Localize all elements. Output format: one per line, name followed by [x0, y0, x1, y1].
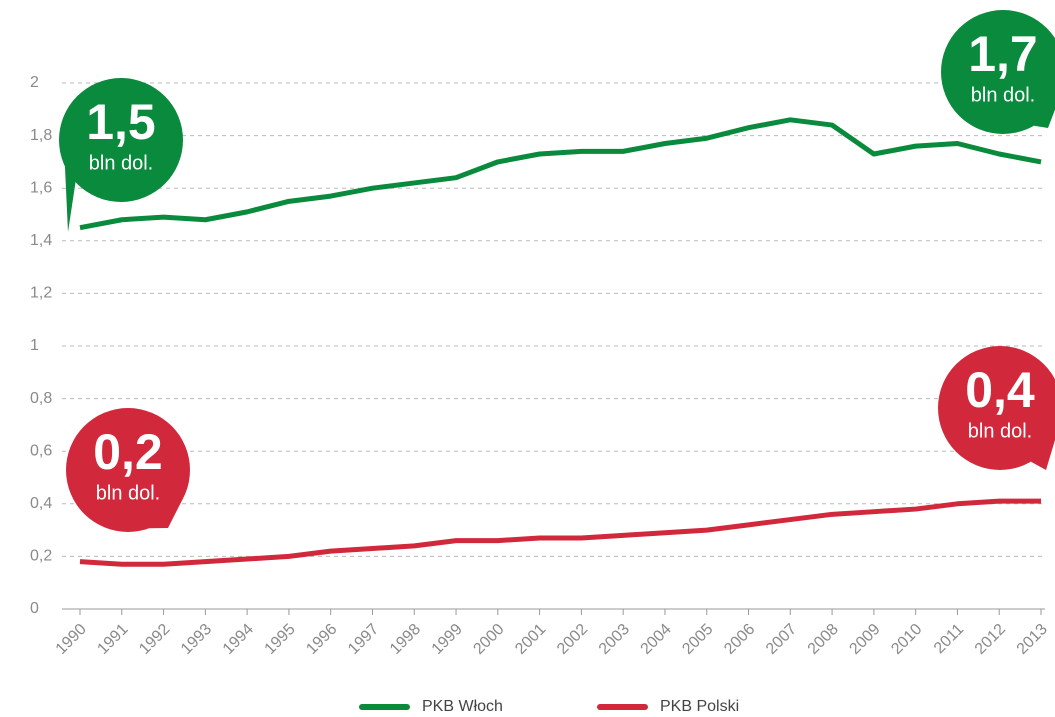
y-tick-label: 0 [30, 600, 39, 617]
x-tick-label: 2006 [721, 621, 758, 658]
bubble [941, 10, 1055, 134]
x-tick-label: 1994 [220, 621, 257, 658]
y-tick-label: 2 [30, 74, 39, 91]
y-tick-label: 1,8 [30, 127, 52, 144]
annotation-note: bln dol. [971, 84, 1036, 106]
annotation-value: 1,7 [968, 26, 1038, 82]
x-tick-label: 2004 [638, 621, 675, 658]
y-tick-label: 1 [30, 337, 39, 354]
annotation-note: bln dol. [968, 420, 1033, 442]
x-tick-label: 1998 [387, 621, 424, 658]
x-tick-label: 1992 [136, 621, 173, 658]
bubble-tail [1034, 100, 1055, 128]
bubble-tail [62, 86, 90, 232]
x-tick-label: 2003 [596, 621, 633, 658]
y-tick-label: 0,4 [30, 495, 52, 512]
y-tick-label: 1,2 [30, 285, 52, 302]
series-line [79, 498, 1041, 567]
y-tick-label: 1,6 [30, 179, 52, 196]
annotation-value: 0,2 [93, 424, 163, 480]
x-tick-label: 2010 [888, 621, 925, 658]
x-tick-label: 1991 [94, 621, 131, 658]
x-tick-label: 1993 [178, 621, 215, 658]
bubble [66, 408, 190, 532]
y-tick-label: 0,2 [30, 548, 52, 565]
x-tick-label: 1996 [303, 621, 340, 658]
x-tick-label: 1997 [345, 621, 382, 658]
x-tick-label: 2008 [805, 621, 842, 658]
y-tick-label: 0,8 [30, 390, 52, 407]
x-tick-label: 1995 [262, 621, 299, 658]
legend-label: PKB Polski [660, 698, 739, 715]
legend-label: PKB Włoch [422, 698, 503, 715]
x-tick-label: 2005 [679, 621, 716, 658]
series-line [79, 117, 1042, 231]
x-tick-label: 1999 [429, 621, 466, 658]
y-tick-label: 1,4 [30, 232, 52, 249]
x-tick-label: 2013 [1014, 621, 1051, 658]
x-tick-label: 2009 [846, 621, 883, 658]
x-tick-label: 1990 [53, 621, 90, 658]
bubble [59, 78, 183, 202]
bubble [938, 346, 1055, 470]
annotation-value: 1,5 [86, 94, 156, 150]
x-tick-label: 2007 [763, 621, 800, 658]
annotation-value: 0,4 [965, 362, 1035, 418]
bubble-tail [1031, 433, 1055, 470]
annotation-note: bln dol. [96, 482, 161, 504]
annotation-note: bln dol. [89, 152, 154, 174]
x-tick-label: 2011 [931, 621, 967, 657]
y-tick-label: 0,6 [30, 442, 52, 459]
x-tick-label: 2001 [512, 621, 549, 658]
x-tick-label: 2002 [554, 621, 591, 658]
x-tick-label: 2000 [470, 621, 507, 658]
x-tick-label: 2012 [972, 621, 1009, 658]
bubble-tail [149, 501, 182, 529]
